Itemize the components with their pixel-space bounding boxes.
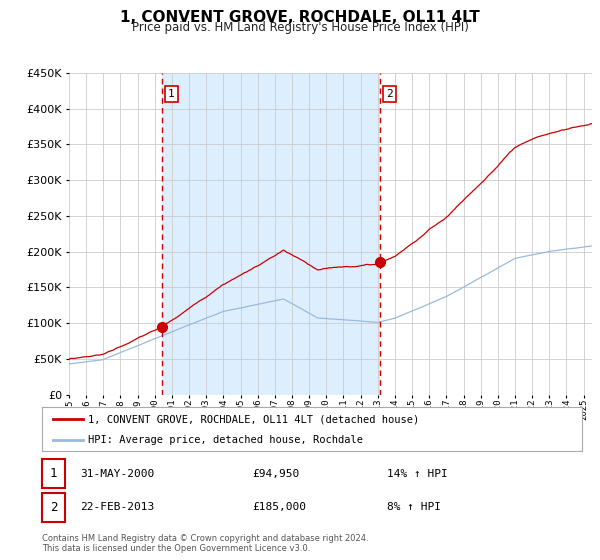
Text: 1, CONVENT GROVE, ROCHDALE, OL11 4LT: 1, CONVENT GROVE, ROCHDALE, OL11 4LT <box>120 10 480 25</box>
Text: HPI: Average price, detached house, Rochdale: HPI: Average price, detached house, Roch… <box>88 435 363 445</box>
Text: 31-MAY-2000: 31-MAY-2000 <box>80 469 154 479</box>
Bar <box>162 73 380 395</box>
Text: 14% ↑ HPI: 14% ↑ HPI <box>387 469 448 479</box>
Text: 2: 2 <box>386 89 393 99</box>
Text: £94,950: £94,950 <box>252 469 299 479</box>
Text: Price paid vs. HM Land Registry's House Price Index (HPI): Price paid vs. HM Land Registry's House … <box>131 21 469 34</box>
Text: 22-FEB-2013: 22-FEB-2013 <box>80 502 154 512</box>
Text: £185,000: £185,000 <box>252 502 306 512</box>
Text: 1: 1 <box>168 89 175 99</box>
Text: 1, CONVENT GROVE, ROCHDALE, OL11 4LT (detached house): 1, CONVENT GROVE, ROCHDALE, OL11 4LT (de… <box>88 414 419 424</box>
Text: 2: 2 <box>50 501 57 514</box>
Text: Contains HM Land Registry data © Crown copyright and database right 2024.
This d: Contains HM Land Registry data © Crown c… <box>42 534 368 553</box>
Text: 8% ↑ HPI: 8% ↑ HPI <box>387 502 441 512</box>
Text: 1: 1 <box>50 467 57 480</box>
